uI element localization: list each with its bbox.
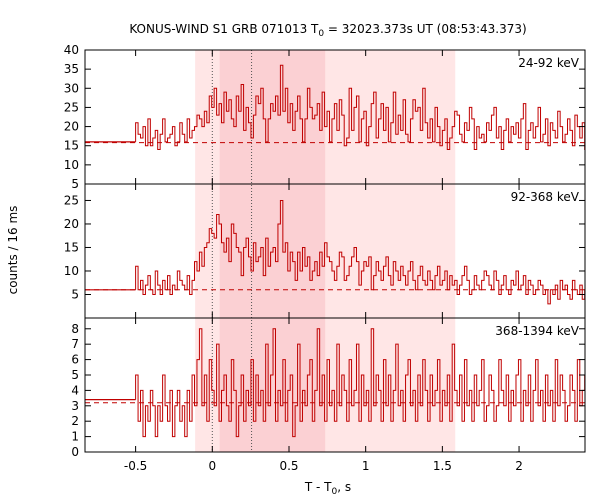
panel-label-2: 368-1394 keV bbox=[495, 324, 579, 338]
panel-1-plot-area bbox=[85, 199, 585, 305]
y-tick-label-0-5: 30 bbox=[64, 81, 79, 95]
y-tick-label-2-4: 4 bbox=[71, 383, 79, 397]
y-tick-label-2-1: 1 bbox=[71, 430, 79, 444]
y-tick-label-1-4: 25 bbox=[64, 193, 79, 207]
y-tick-label-2-2: 2 bbox=[71, 414, 79, 428]
y-tick-label-2-3: 3 bbox=[71, 399, 79, 413]
y-tick-label-1-2: 15 bbox=[64, 240, 79, 254]
y-tick-label-1-3: 20 bbox=[64, 217, 79, 231]
y-tick-label-0-7: 40 bbox=[64, 43, 79, 57]
y-tick-label-0-2: 15 bbox=[64, 139, 79, 153]
y-tick-label-2-5: 5 bbox=[71, 368, 79, 382]
x-axis-label: T - T0, s bbox=[304, 480, 351, 497]
y-tick-label-2-7: 7 bbox=[71, 337, 79, 351]
x-tick-label-4: 1.5 bbox=[433, 459, 452, 473]
x-tick-label-5: 2 bbox=[515, 459, 523, 473]
y-tick-label-0-1: 10 bbox=[64, 158, 79, 172]
shaded-interval-dark bbox=[219, 50, 326, 452]
y-tick-label-0-4: 25 bbox=[64, 100, 79, 114]
light-curve-0 bbox=[135, 64, 585, 151]
x-tick-label-0: -0.5 bbox=[124, 459, 147, 473]
y-tick-label-1-0: 5 bbox=[71, 287, 79, 301]
y-tick-label-2-6: 6 bbox=[71, 353, 79, 367]
shaded-intervals bbox=[195, 50, 456, 452]
y-tick-label-1-1: 10 bbox=[64, 264, 79, 278]
panel-2-plot-area bbox=[85, 328, 585, 438]
y-tick-label-2-8: 8 bbox=[71, 322, 79, 336]
y-tick-label-2-0: 0 bbox=[71, 445, 79, 459]
panel-frame-2 bbox=[84, 317, 586, 453]
panel-0-plot-area bbox=[85, 64, 585, 151]
light-curve-2 bbox=[135, 328, 585, 438]
y-tick-label-0-6: 35 bbox=[64, 62, 79, 76]
x-tick-labels: -0.5 0 0.5 1 1.5 2 bbox=[124, 459, 523, 473]
x-tick-label-2: 0.5 bbox=[279, 459, 298, 473]
panel-label-0: 24-92 keV bbox=[518, 56, 580, 70]
light-curve-1 bbox=[135, 199, 585, 305]
panel-label-1: 92-368 keV bbox=[511, 190, 580, 204]
chart-title: KONUS-WIND S1 GRB 071013 T0 = 32023.373s… bbox=[129, 22, 526, 39]
panel-0: 5 10 15 20 25 30 35 40 24-92 keV bbox=[64, 43, 586, 191]
y-axis-label: counts / 16 ms bbox=[6, 206, 20, 295]
x-tick-label-1: 0 bbox=[208, 459, 216, 473]
x-tick-label-3: 1 bbox=[362, 459, 370, 473]
reference-lines bbox=[211, 50, 253, 452]
y-tick-label-0-3: 20 bbox=[64, 120, 79, 134]
panel-1: 5 10 15 20 25 92-368 keV bbox=[64, 183, 586, 319]
y-tick-label-0-0: 5 bbox=[71, 177, 79, 191]
panel-2: 01 23 456 78 368-1394 keV bbox=[71, 317, 586, 459]
